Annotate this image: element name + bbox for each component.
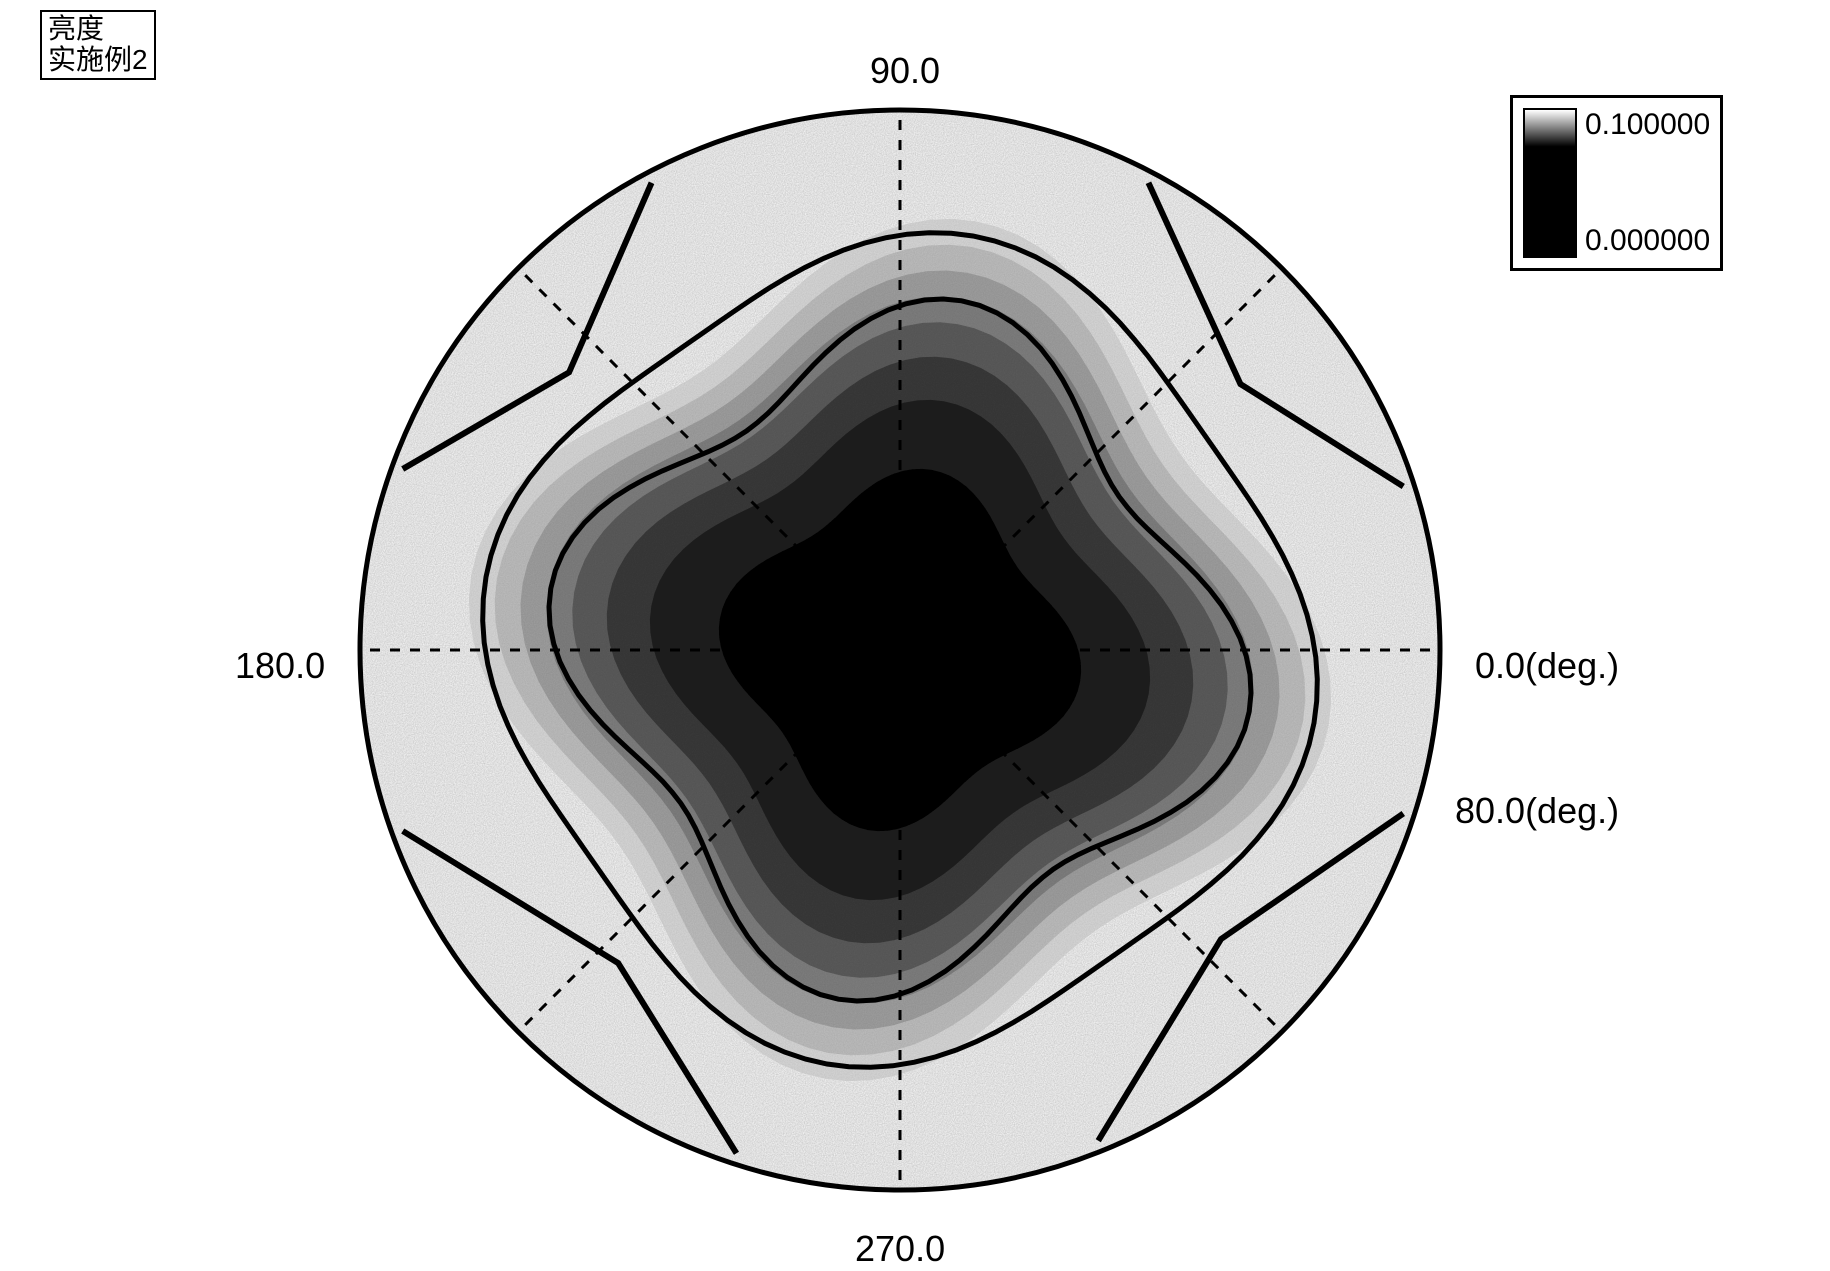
axis-label-90: 90.0 <box>870 50 940 92</box>
axis-label-0: 0.0(deg.) <box>1475 645 1619 687</box>
radial-grid <box>344 94 1456 1206</box>
axis-label-270: 270.0 <box>855 1228 945 1270</box>
axis-label-radius: 80.0(deg.) <box>1455 790 1619 832</box>
polar-chart <box>0 0 1830 1271</box>
axis-label-180: 180.0 <box>235 645 325 687</box>
